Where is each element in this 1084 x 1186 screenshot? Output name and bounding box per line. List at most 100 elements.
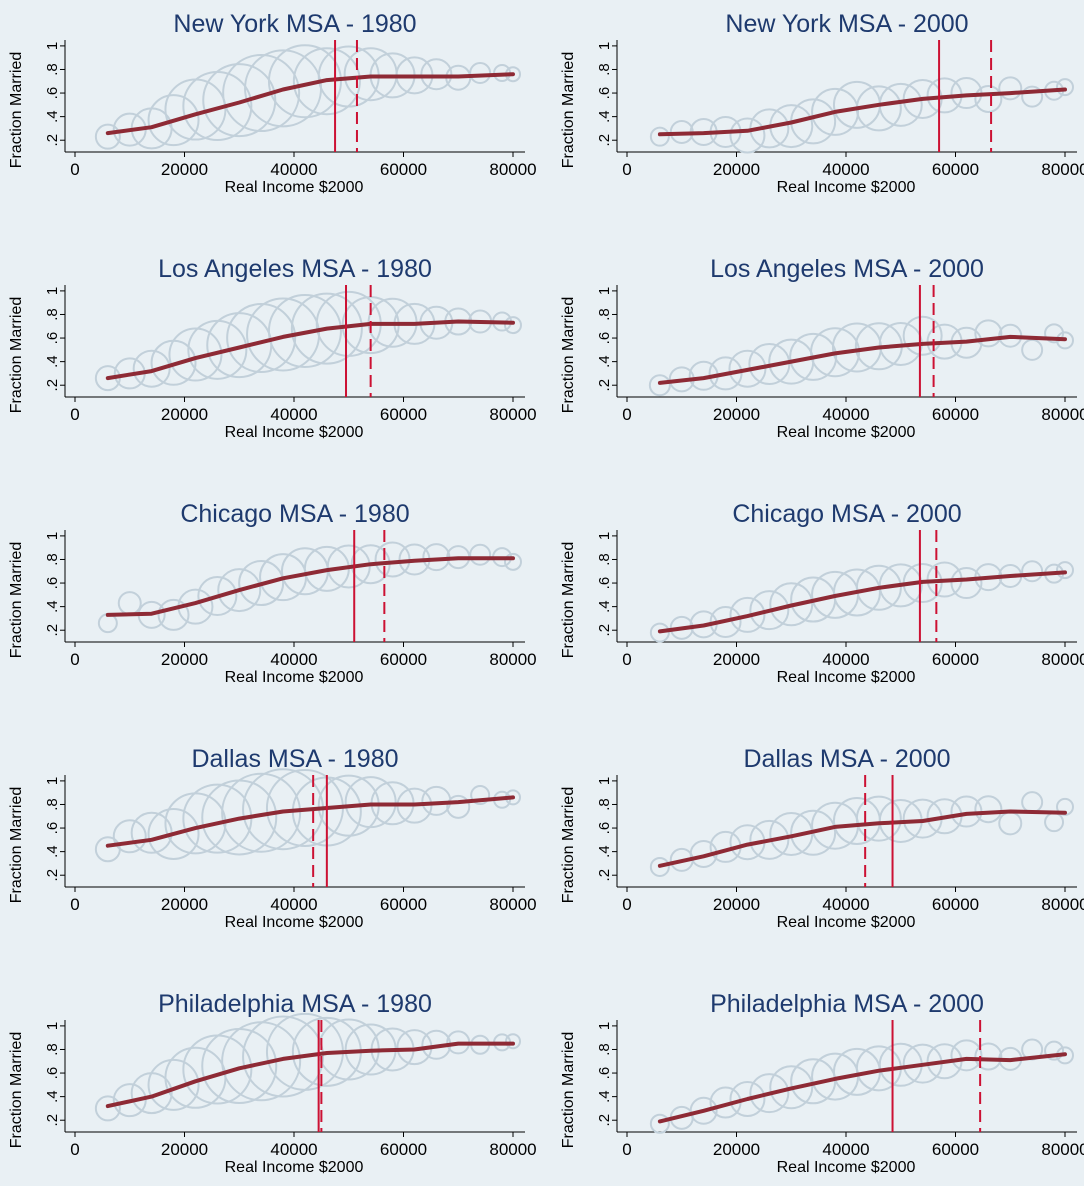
x-tick-label: 0 bbox=[622, 160, 631, 179]
x-tick-label: 80000 bbox=[1041, 405, 1084, 424]
data-bubble bbox=[998, 76, 1023, 101]
panel-title: Chicago MSA - 2000 bbox=[732, 500, 961, 528]
x-tick-label: 20000 bbox=[161, 405, 208, 424]
data-bubble bbox=[267, 293, 342, 368]
y-tick-label: .4 bbox=[596, 110, 613, 123]
chart-panel: New York MSA - 2000 .2 .4 .6 .8 1 0 20000 40000 6… bbox=[560, 10, 1084, 196]
y-tick-label: .8 bbox=[596, 798, 613, 811]
fit-line bbox=[105, 556, 515, 617]
y-tick-label: .2 bbox=[596, 134, 613, 147]
data-bubble bbox=[729, 117, 766, 154]
y-tick-label: .4 bbox=[44, 845, 61, 858]
data-bubble bbox=[326, 544, 371, 589]
y-tick-label: .6 bbox=[596, 577, 613, 590]
y-tick-label: 1 bbox=[596, 42, 613, 50]
data-bubble bbox=[197, 576, 238, 617]
data-bubble bbox=[132, 349, 171, 388]
y-tick-label: .8 bbox=[596, 308, 613, 321]
data-bubble bbox=[292, 47, 361, 116]
x-tick-label: 40000 bbox=[270, 1140, 317, 1159]
x-tick-label: 60000 bbox=[380, 895, 427, 914]
y-axis-label: Fraction Married bbox=[8, 787, 25, 903]
x-tick-label: 40000 bbox=[822, 650, 869, 669]
data-bubble bbox=[974, 795, 1003, 824]
x-tick-label: 20000 bbox=[161, 160, 208, 179]
data-bubble bbox=[238, 560, 285, 607]
x-axis-label: Real Income $2000 bbox=[777, 914, 916, 931]
x-tick-label: 40000 bbox=[270, 895, 317, 914]
data-bubble bbox=[974, 1042, 1003, 1071]
x-tick-label: 60000 bbox=[380, 405, 427, 424]
chart-panel: Dallas MSA - 1980 .2 .4 .6 .8 1 0 20000 40000 600… bbox=[8, 745, 537, 931]
data-bubble bbox=[790, 809, 837, 856]
data-bubble bbox=[878, 563, 923, 608]
x-tick-label: 0 bbox=[70, 160, 79, 179]
x-tick-label: 60000 bbox=[932, 405, 979, 424]
data-bubble bbox=[1056, 561, 1074, 580]
x-tick-label: 0 bbox=[70, 895, 79, 914]
data-bubble bbox=[974, 84, 1003, 113]
data-bubble bbox=[729, 596, 766, 633]
x-axis-label: Real Income $2000 bbox=[777, 179, 916, 196]
y-tick-label: .2 bbox=[44, 624, 61, 637]
y-tick-label: .4 bbox=[44, 110, 61, 123]
x-tick-label: 40000 bbox=[822, 895, 869, 914]
data-bubble bbox=[267, 44, 342, 119]
data-bubble bbox=[708, 356, 743, 391]
data-bubble bbox=[504, 552, 522, 571]
y-tick-label: 1 bbox=[44, 42, 61, 50]
x-tick-label: 20000 bbox=[713, 160, 760, 179]
chart-panel: Philadelphia MSA - 2000 .2 .4 .6 .8 1 0 20000 40… bbox=[560, 990, 1084, 1176]
data-bubble bbox=[226, 303, 297, 374]
y-tick-label: .2 bbox=[596, 869, 613, 882]
data-bubble bbox=[649, 856, 670, 877]
data-bubble bbox=[649, 126, 670, 147]
x-tick-label: 40000 bbox=[270, 160, 317, 179]
fit-line bbox=[657, 1052, 1067, 1124]
y-axis-label: Fraction Married bbox=[8, 52, 25, 168]
y-tick-label: 1 bbox=[44, 532, 61, 540]
y-tick-label: .4 bbox=[596, 355, 613, 368]
x-tick-label: 20000 bbox=[161, 650, 208, 669]
y-tick-label: .6 bbox=[596, 87, 613, 100]
x-tick-label: 0 bbox=[622, 405, 631, 424]
x-tick-label: 20000 bbox=[161, 1140, 208, 1159]
data-bubble bbox=[222, 54, 301, 133]
y-tick-label: .2 bbox=[44, 1114, 61, 1127]
y-tick-label: .6 bbox=[44, 1067, 61, 1080]
x-tick-label: 60000 bbox=[932, 650, 979, 669]
data-bubble bbox=[1044, 1040, 1065, 1061]
y-tick-label: .8 bbox=[44, 63, 61, 76]
x-axis-label: Real Income $2000 bbox=[225, 669, 364, 686]
x-tick-label: 0 bbox=[70, 650, 79, 669]
data-bubble bbox=[855, 564, 902, 611]
data-bubble bbox=[902, 315, 943, 356]
panel-title: Dallas MSA - 2000 bbox=[743, 745, 950, 773]
data-bubble bbox=[94, 1095, 121, 1122]
x-tick-label: 0 bbox=[622, 650, 631, 669]
data-bubble bbox=[290, 292, 363, 365]
fit-line bbox=[105, 1041, 515, 1109]
data-bubble bbox=[221, 772, 302, 853]
fit-line bbox=[105, 795, 515, 848]
data-bubble bbox=[217, 568, 262, 613]
data-bubble bbox=[769, 582, 814, 627]
fit-line bbox=[105, 319, 515, 381]
x-tick-label: 40000 bbox=[822, 160, 869, 179]
panel-title: Los Angeles MSA - 1980 bbox=[158, 255, 432, 283]
data-bubble bbox=[112, 1083, 147, 1118]
x-tick-label: 0 bbox=[622, 1140, 631, 1159]
data-bubble bbox=[769, 811, 814, 856]
y-tick-label: 1 bbox=[44, 1022, 61, 1030]
y-tick-label: .2 bbox=[596, 624, 613, 637]
y-tick-label: .6 bbox=[44, 332, 61, 345]
x-tick-label: 80000 bbox=[1041, 895, 1084, 914]
data-bubble bbox=[729, 1080, 766, 1117]
x-tick-label: 80000 bbox=[489, 160, 536, 179]
data-bubble bbox=[789, 332, 838, 381]
data-bubble bbox=[94, 836, 121, 863]
data-bubble bbox=[504, 316, 522, 335]
data-bubble bbox=[649, 1113, 670, 1134]
y-axis-label: Fraction Married bbox=[560, 542, 577, 658]
data-bubble bbox=[749, 1073, 790, 1114]
